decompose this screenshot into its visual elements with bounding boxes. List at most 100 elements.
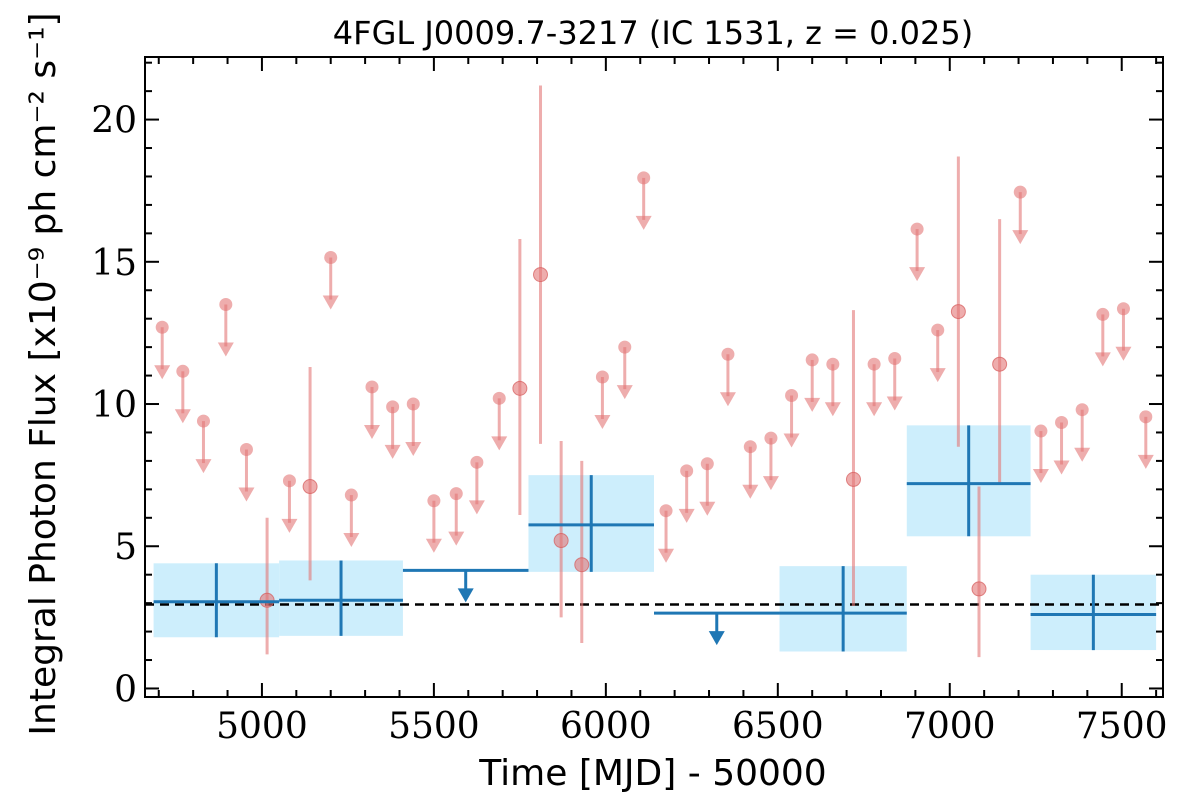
upper-limit-marker bbox=[805, 353, 819, 367]
x-tick-label: 6000 bbox=[560, 706, 652, 747]
y-tick-label: 0 bbox=[114, 669, 137, 710]
upper-limit-marker bbox=[764, 431, 778, 445]
upper-limit-marker bbox=[1013, 185, 1027, 199]
chart-title: 4FGL J0009.7-3217 (IC 1531, z = 0.025) bbox=[333, 14, 973, 52]
tick-labels: 5000 5500 6000 6500 7000 7500 0 5 10 15 20 bbox=[91, 101, 1167, 747]
upper-limit-marker bbox=[239, 443, 253, 457]
upper-limit-marker bbox=[910, 222, 924, 236]
long-bin-ul-arrow bbox=[708, 631, 725, 646]
x-tick-label: 5500 bbox=[388, 706, 480, 747]
short-bin-point bbox=[553, 533, 569, 549]
axes-frame bbox=[144, 56, 1164, 698]
upper-limit-marker bbox=[618, 340, 632, 354]
short-bin-point bbox=[845, 471, 861, 487]
upper-limit-arrow bbox=[1137, 454, 1154, 469]
upper-limit-marker bbox=[324, 251, 338, 265]
upper-limit-arrow bbox=[616, 385, 633, 400]
upper-limit-arrow bbox=[909, 267, 926, 282]
upper-limit-marker bbox=[659, 504, 673, 518]
upper-limit-marker bbox=[196, 414, 210, 428]
short-bin-point bbox=[574, 557, 590, 573]
upper-limit-marker bbox=[888, 352, 902, 366]
short-bin-point bbox=[512, 380, 528, 396]
upper-limit-arrow bbox=[238, 487, 255, 502]
upper-limit-arrow bbox=[804, 397, 821, 412]
upper-limit-arrow bbox=[719, 392, 736, 407]
upper-limit-arrow bbox=[363, 424, 380, 439]
upper-limit-marker bbox=[743, 440, 757, 454]
y-tick-label: 15 bbox=[91, 243, 137, 284]
upper-limit-marker bbox=[637, 171, 651, 185]
upper-limit-arrow bbox=[658, 548, 675, 563]
upper-limit-marker bbox=[680, 464, 694, 478]
upper-limit-marker bbox=[700, 457, 714, 471]
upper-limit-arrow bbox=[635, 215, 652, 230]
long-bin-ul-arrow bbox=[457, 588, 474, 603]
upper-limit-marker bbox=[1096, 307, 1110, 321]
upper-limit-arrow bbox=[886, 396, 903, 411]
upper-limit-marker bbox=[826, 357, 840, 371]
upper-limit-arrow bbox=[174, 409, 191, 424]
upper-limit-marker bbox=[406, 397, 420, 411]
short-bin-point bbox=[533, 267, 549, 283]
upper-limit-arrow bbox=[866, 402, 883, 417]
upper-limit-arrow bbox=[742, 484, 759, 499]
upper-limit-marker bbox=[595, 370, 609, 384]
x-tick-label: 7500 bbox=[1076, 706, 1168, 747]
upper-limit-arrow bbox=[1012, 230, 1029, 245]
upper-limit-arrow bbox=[405, 442, 422, 457]
upper-limit-marker bbox=[282, 474, 296, 488]
upper-limit-arrow bbox=[929, 368, 946, 383]
y-axis-label: Integral Photon Flux [x10⁻⁹ ph cm⁻² s⁻¹] bbox=[23, 12, 64, 735]
upper-limit-arrow bbox=[281, 518, 298, 533]
upper-limit-arrow bbox=[1032, 469, 1049, 484]
upper-limit-arrow bbox=[699, 501, 716, 516]
upper-limit-marker bbox=[931, 323, 945, 337]
x-tick-label: 7000 bbox=[904, 706, 996, 747]
upper-limit-arrow bbox=[1115, 346, 1132, 361]
short-bin-point bbox=[302, 479, 318, 495]
y-tick-label: 5 bbox=[114, 527, 137, 568]
x-axis-label: Time [MJD] - 50000 bbox=[478, 753, 826, 794]
upper-limit-arrow bbox=[491, 436, 508, 451]
upper-limit-arrow bbox=[1094, 352, 1111, 367]
upper-limit-marker bbox=[1055, 416, 1069, 430]
plot-area bbox=[145, 85, 1163, 658]
upper-limit-marker bbox=[176, 364, 190, 378]
upper-limit-arrow bbox=[154, 365, 171, 380]
upper-limit-marker bbox=[1034, 424, 1048, 438]
x-tick-label: 6500 bbox=[732, 706, 824, 747]
upper-limit-marker bbox=[386, 400, 400, 414]
axis-ticks bbox=[145, 57, 1163, 697]
upper-limit-arrow bbox=[343, 533, 360, 548]
upper-limit-marker bbox=[470, 455, 484, 469]
upper-limit-arrow bbox=[195, 459, 212, 474]
upper-limit-arrow bbox=[468, 500, 485, 515]
upper-limit-arrow bbox=[783, 433, 800, 448]
upper-limit-arrow bbox=[1074, 447, 1091, 462]
upper-limit-marker bbox=[785, 388, 799, 402]
short-bin-point bbox=[950, 304, 966, 320]
upper-limit-arrow bbox=[322, 295, 339, 310]
upper-limit-marker bbox=[1116, 302, 1130, 316]
upper-limit-marker bbox=[365, 380, 379, 394]
y-tick-label: 20 bbox=[91, 101, 137, 142]
upper-limit-arrow bbox=[1053, 460, 1070, 475]
upper-limit-marker bbox=[427, 494, 441, 508]
upper-limit-arrow bbox=[425, 538, 442, 553]
upper-limit-marker bbox=[492, 391, 506, 405]
upper-limit-marker bbox=[867, 357, 881, 371]
upper-limit-marker bbox=[449, 487, 463, 501]
short-bin-point bbox=[992, 356, 1008, 372]
upper-limit-arrow bbox=[384, 444, 401, 459]
upper-limit-arrow bbox=[762, 476, 779, 491]
upper-limit-marker bbox=[344, 488, 358, 502]
short-bin-point bbox=[971, 581, 987, 597]
upper-limit-marker bbox=[155, 320, 169, 334]
y-tick-label: 10 bbox=[91, 385, 137, 426]
upper-limit-arrow bbox=[824, 402, 841, 417]
upper-limit-marker bbox=[1075, 403, 1089, 417]
upper-limit-arrow bbox=[594, 415, 611, 429]
x-tick-label: 5000 bbox=[216, 706, 308, 747]
